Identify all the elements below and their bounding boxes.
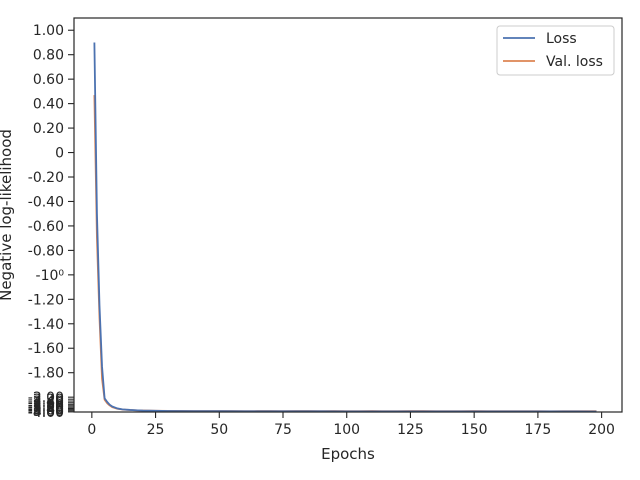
- x-tick-label: 175: [525, 422, 552, 438]
- y-tick-label: -3.80: [28, 404, 64, 420]
- series-line-loss: [93, 42, 597, 413]
- y-tick-label: -1.80: [28, 366, 64, 382]
- y-tick-label: -3.00: [28, 399, 64, 415]
- y-tick-label: -0.20: [28, 170, 64, 186]
- x-tick-label: 200: [588, 422, 615, 438]
- legend-label-val-loss: Val. loss: [546, 54, 603, 70]
- y-tick-label: -2.60: [28, 396, 64, 412]
- y-tick-label: -1.20: [28, 292, 64, 308]
- legend: Loss Val. loss: [496, 25, 615, 76]
- x-tick-label: 25: [147, 422, 165, 438]
- y-tick-label: 0.40: [33, 97, 64, 113]
- y-tick-label: -2.00: [28, 390, 64, 406]
- y-tick-label: -0.60: [28, 219, 64, 235]
- y-tick-label: -0.80: [28, 243, 64, 259]
- y-tick-label: -10⁰: [36, 268, 65, 284]
- y-tick-label: -3.60: [28, 403, 64, 419]
- legend-label-loss: Loss: [546, 31, 577, 47]
- y-tick-label: -1.40: [28, 317, 64, 333]
- x-tick-label: 100: [333, 422, 360, 438]
- y-tick-label: -0.40: [28, 194, 64, 210]
- x-tick-label: 0: [87, 422, 96, 438]
- x-tick-label: 50: [210, 422, 228, 438]
- y-tick-label: 0.80: [33, 48, 64, 64]
- y-tick-label: 0.60: [33, 72, 64, 88]
- y-tick-label: -3.40: [28, 401, 64, 417]
- y-tick-label: -2.40: [28, 394, 64, 410]
- plot-frame: [73, 17, 623, 413]
- y-tick-label: 1.00: [33, 23, 64, 39]
- y-tick-label: -2.20: [28, 392, 64, 408]
- y-tick-label: -3.20: [28, 400, 64, 416]
- y-tick-label: -4.00: [28, 405, 64, 421]
- y-tick-label: -2.80: [28, 397, 64, 413]
- x-tick-label: 125: [397, 422, 424, 438]
- series-line-val-loss: [93, 95, 597, 413]
- series-layer: [93, 42, 597, 413]
- y-tick-label: 0: [55, 146, 64, 162]
- y-axis-label: Negative log-likelihood: [0, 129, 15, 301]
- x-axis-label: Epochs: [321, 445, 375, 463]
- y-tick-label: 0.20: [33, 121, 64, 137]
- y-tick-label: -1.60: [28, 341, 64, 357]
- x-tick-label: 150: [461, 422, 488, 438]
- ticks-layer: 0 25 50 75 100 125 150 175 200 1.00 0.80 0.60 0.40 0.…: [28, 23, 615, 438]
- x-tick-label: 75: [274, 422, 292, 438]
